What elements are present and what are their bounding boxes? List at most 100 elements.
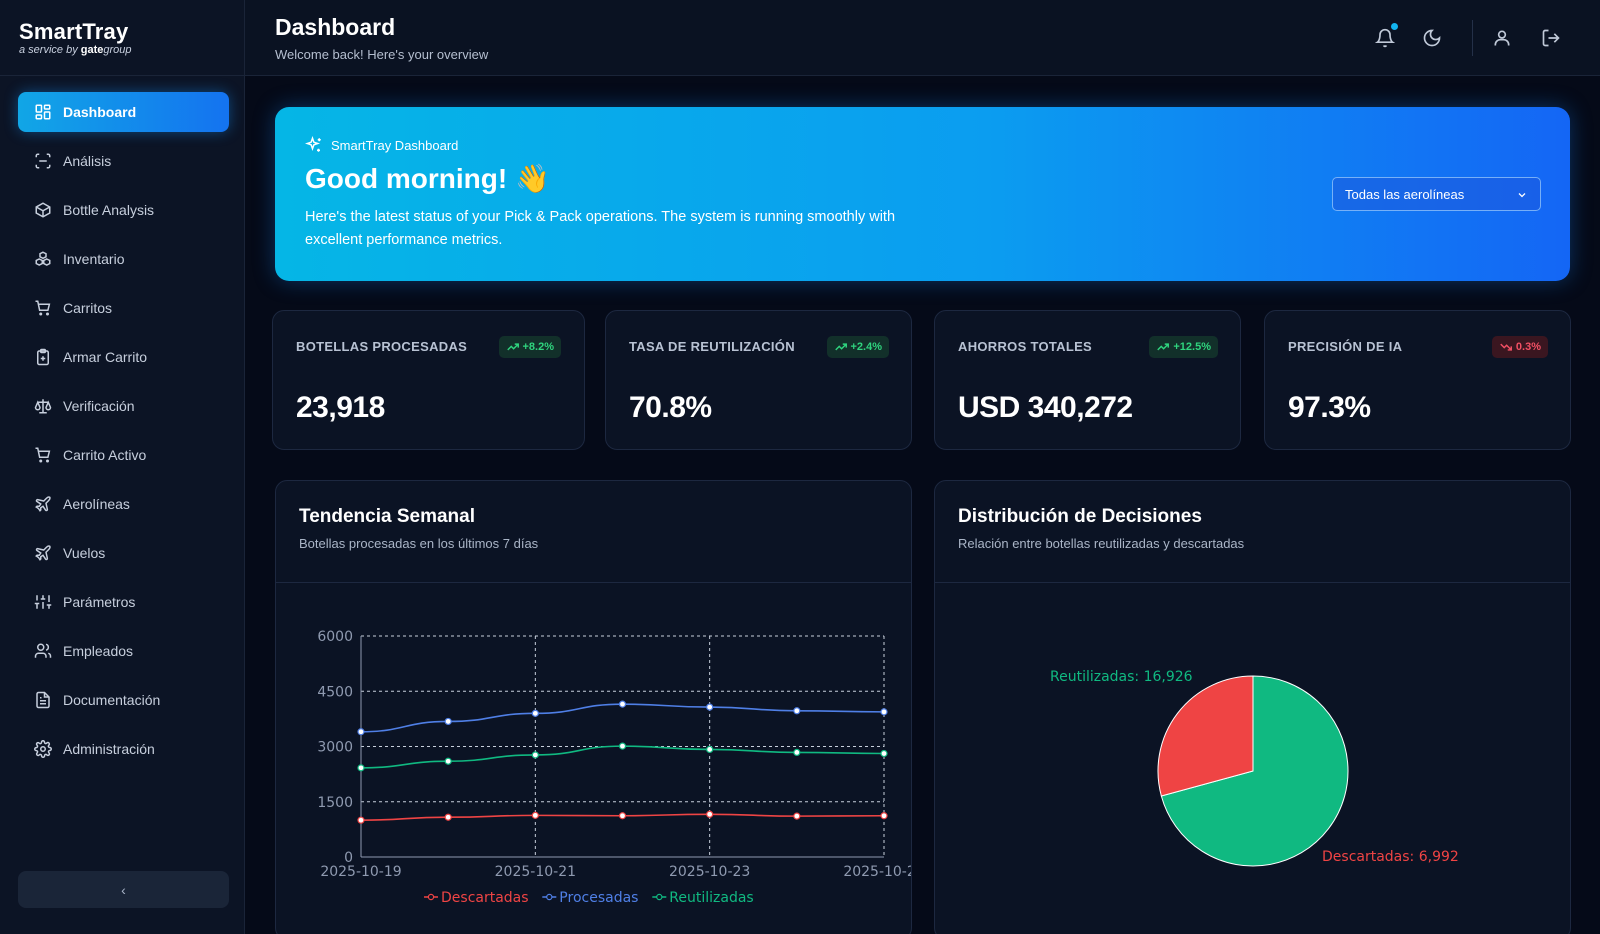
data-point bbox=[880, 812, 888, 820]
stat-label: AHORROS TOTALES bbox=[958, 339, 1093, 354]
sidebar: SmartTray a service by gategroup Dashboa… bbox=[0, 0, 245, 934]
stat-value: USD 340,272 bbox=[958, 391, 1133, 424]
sidebar-item-vuelos[interactable]: Vuelos bbox=[18, 533, 229, 573]
sidebar-item-parametros[interactable]: Parámetros bbox=[18, 582, 229, 622]
panel-divider bbox=[935, 582, 1570, 583]
airline-select[interactable]: Todas las aerolíneas bbox=[1332, 177, 1541, 211]
stat-value: 97.3% bbox=[1288, 391, 1371, 424]
data-point bbox=[531, 811, 539, 819]
sidebar-item-label: Análisis bbox=[63, 153, 112, 169]
boxes-icon bbox=[35, 251, 51, 266]
trend-up-icon bbox=[834, 343, 847, 351]
sidebar-item-label: Inventario bbox=[63, 251, 125, 267]
trend-badge: 0.3% bbox=[1491, 336, 1548, 358]
decision-distribution-panel: Distribución de Decisiones Relación entr… bbox=[934, 480, 1571, 934]
trend-badge: +8.2% bbox=[498, 336, 561, 358]
scale-icon bbox=[34, 399, 52, 414]
plane-icon bbox=[35, 545, 51, 561]
data-point bbox=[357, 728, 365, 736]
brand-name: SmartTray bbox=[19, 19, 129, 44]
y-tick-label: 3000 bbox=[317, 740, 353, 756]
brand-tagline: a service by gategroup bbox=[19, 44, 132, 56]
logout-button[interactable] bbox=[1541, 28, 1561, 48]
sidebar-item-aerolineas[interactable]: Aerolíneas bbox=[18, 484, 229, 524]
stat-card-precision: PRECISIÓN DE IA 0.3% 97.3% bbox=[1264, 310, 1571, 450]
x-tick-label: 2025-10-25 bbox=[843, 864, 912, 880]
sidebar-item-carrito-activo[interactable]: Carrito Activo bbox=[18, 435, 229, 475]
data-point bbox=[444, 757, 452, 765]
collapse-sidebar-button[interactable]: ‹ bbox=[18, 871, 229, 908]
users-icon bbox=[34, 643, 52, 658]
sidebar-item-label: Armar Carrito bbox=[63, 349, 148, 365]
sidebar-item-label: Carritos bbox=[63, 300, 113, 316]
sidebar-item-label: Empleados bbox=[63, 643, 134, 659]
stat-label: TASA DE REUTILIZACIÓN bbox=[629, 339, 795, 354]
sidebar-item-administracion[interactable]: Administración bbox=[18, 729, 229, 769]
profile-button[interactable] bbox=[1492, 28, 1512, 48]
stat-value: 23,918 bbox=[296, 391, 385, 424]
legend-entry: Descartadas bbox=[441, 890, 529, 906]
sidebar-item-documentacion[interactable]: Documentación bbox=[18, 680, 229, 720]
brand-logo[interactable]: SmartTray a service by gategroup bbox=[0, 0, 244, 76]
notifications-button[interactable] bbox=[1374, 28, 1396, 48]
sidebar-item-armar-carrito[interactable]: Armar Carrito bbox=[18, 337, 229, 377]
data-point bbox=[618, 812, 627, 820]
greeting-title: Good morning! 👋 bbox=[305, 163, 550, 194]
sidebar-item-bottle-analysis[interactable]: Bottle Analysis bbox=[18, 190, 229, 230]
notification-dot bbox=[1391, 23, 1398, 30]
greeting-text: Here's the latest status of your Pick & … bbox=[305, 209, 896, 248]
x-tick-label: 2025-10-23 bbox=[669, 864, 750, 880]
legend-marker-dot bbox=[546, 893, 553, 901]
data-point bbox=[706, 703, 714, 711]
y-tick-label: 6000 bbox=[317, 629, 353, 645]
sidebar-item-verificacion[interactable]: Verificación bbox=[18, 386, 229, 426]
page-title: Dashboard bbox=[275, 14, 396, 40]
stat-card-reutilizacion: TASA DE REUTILIZACIÓN +2.4% 70.8% bbox=[605, 310, 912, 450]
stat-value: 70.8% bbox=[629, 391, 712, 424]
gear-icon bbox=[34, 740, 52, 758]
moon-icon bbox=[1423, 29, 1441, 47]
sidebar-item-label: Vuelos bbox=[63, 545, 106, 561]
user-icon bbox=[1494, 30, 1510, 46]
sidebar-item-label: Administración bbox=[63, 741, 155, 757]
sidebar-item-label: Verificación bbox=[63, 398, 135, 414]
data-point bbox=[444, 717, 452, 726]
data-point bbox=[618, 742, 627, 750]
sidebar-item-label: Parámetros bbox=[63, 594, 136, 610]
pie-slice-reutilizadas bbox=[1160, 675, 1349, 867]
sidebar-item-inventario[interactable]: Inventario bbox=[18, 239, 229, 279]
trend-badge: +12.5% bbox=[1149, 336, 1218, 358]
data-point bbox=[706, 745, 714, 754]
sliders-icon bbox=[34, 595, 52, 609]
data-point bbox=[880, 708, 888, 716]
panel-title: Distribución de Decisiones bbox=[958, 506, 1202, 527]
page-subtitle: Welcome back! Here's your overview bbox=[275, 47, 489, 62]
package-icon bbox=[35, 202, 51, 218]
cart-icon bbox=[35, 300, 51, 316]
data-point bbox=[531, 751, 539, 759]
scan-icon bbox=[35, 153, 51, 169]
data-point bbox=[880, 749, 888, 758]
sidebar-item-label: Dashboard bbox=[63, 104, 137, 120]
logout-icon bbox=[1542, 29, 1560, 47]
legend-entry: Procesadas bbox=[559, 890, 638, 906]
plane-icon bbox=[35, 496, 51, 512]
stat-label: PRECISIÓN DE IA bbox=[1288, 339, 1403, 354]
x-tick-label: 2025-10-21 bbox=[495, 864, 576, 880]
data-point bbox=[793, 707, 801, 715]
sidebar-item-analisis[interactable]: Análisis bbox=[18, 141, 229, 181]
sidebar-item-empleados[interactable]: Empleados bbox=[18, 631, 229, 671]
theme-toggle-button[interactable] bbox=[1422, 28, 1442, 48]
trend-up-icon bbox=[1157, 343, 1170, 351]
data-point bbox=[531, 709, 539, 717]
dashboard-icon bbox=[35, 104, 51, 120]
data-point bbox=[793, 812, 801, 820]
decision-pie-chart: Reutilizadas: 16,926 Descartadas: 6,992 bbox=[1050, 669, 1459, 867]
sidebar-item-carritos[interactable]: Carritos bbox=[18, 288, 229, 328]
panel-subtitle: Botellas procesadas en los últimos 7 día… bbox=[299, 536, 539, 551]
header-divider bbox=[1472, 20, 1473, 56]
chevron-down-icon bbox=[1518, 193, 1526, 198]
pie-slice-descartadas bbox=[1157, 675, 1254, 797]
panel-subtitle: Relación entre botellas reutilizadas y d… bbox=[958, 536, 1245, 551]
sidebar-item-dashboard[interactable]: Dashboard bbox=[18, 92, 229, 132]
